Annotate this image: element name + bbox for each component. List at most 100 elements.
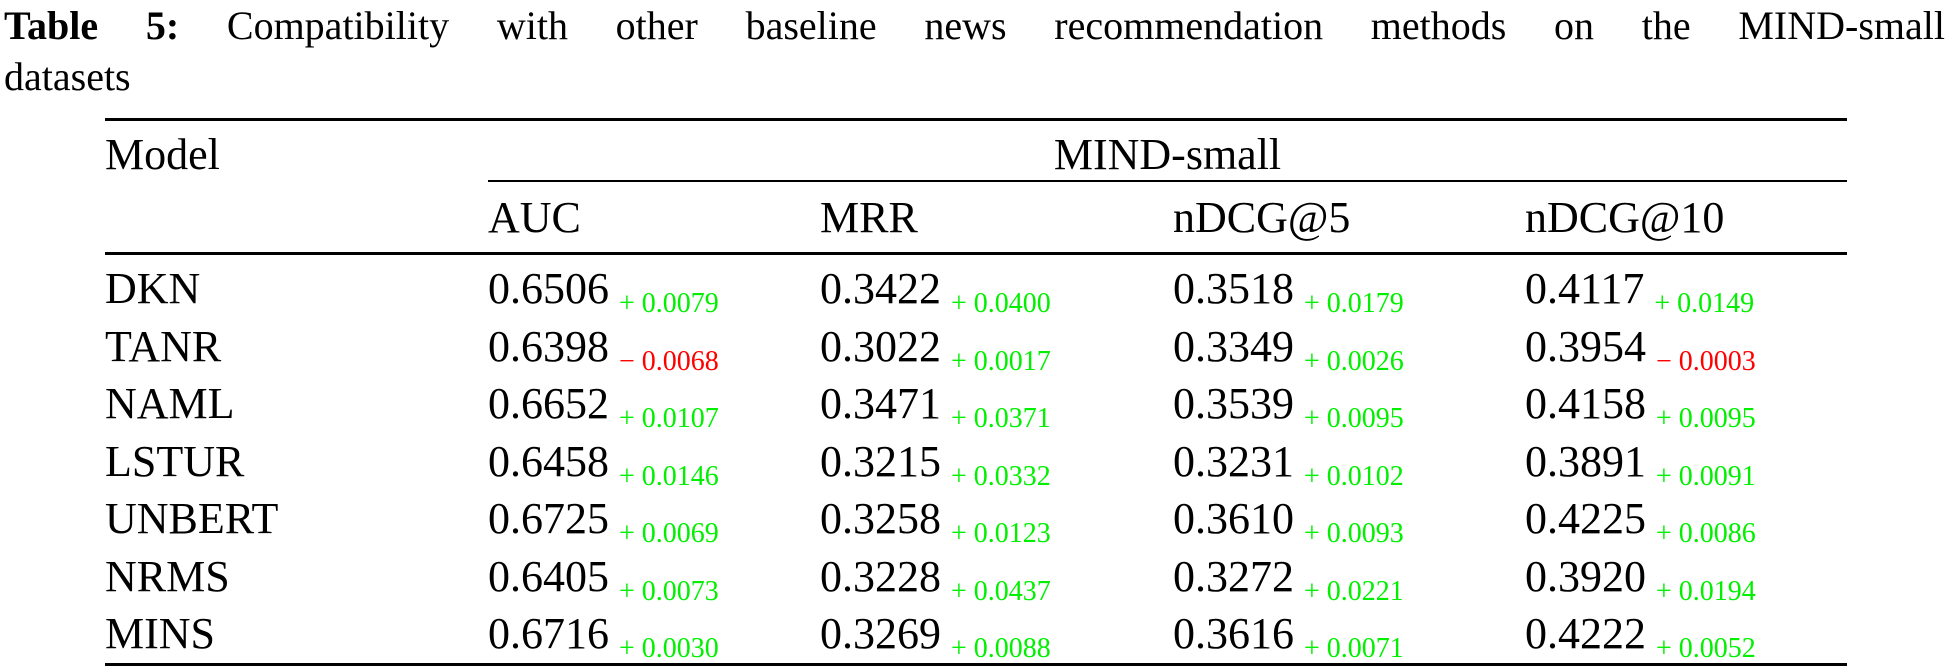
metric-delta-positive: + 0.0179 <box>1304 288 1404 320</box>
metric-cell: 0.3258 + 0.0123 <box>820 490 1173 550</box>
table-row: LSTUR 0.6458 + 0.0146 0.3215 + 0.0332 0.3231 +… <box>105 433 1847 492</box>
metric-cell: 0.3215 + 0.0332 <box>820 433 1173 492</box>
metric-value: 0.3518 <box>1173 264 1294 314</box>
metric-delta-positive: + 0.0400 <box>951 288 1051 320</box>
table-row: DKN 0.6506 + 0.0079 0.3422 + 0.0400 0.3518 + 0… <box>105 254 1847 320</box>
metric-delta-positive: + 0.0086 <box>1656 518 1756 550</box>
model-name: TANR <box>105 321 222 371</box>
metric-value: 0.6398 <box>488 321 609 371</box>
metric-value: 0.3920 <box>1525 551 1646 601</box>
column-header-mrr: MRR <box>820 181 1173 255</box>
metric-cell: 0.3891 + 0.0091 <box>1525 433 1847 492</box>
metric-value: 0.4117 <box>1525 264 1645 314</box>
metric-value: 0.3349 <box>1173 321 1294 371</box>
column-header-model: Model <box>105 119 488 255</box>
metric-cell: 0.3610 + 0.0093 <box>1173 490 1525 550</box>
metric-value: 0.6725 <box>488 494 609 544</box>
table-body: DKN 0.6506 + 0.0079 0.3422 + 0.0400 0.3518 + 0… <box>105 254 1847 664</box>
metric-value: 0.3610 <box>1173 494 1294 544</box>
metric-delta-positive: + 0.0221 <box>1304 575 1404 607</box>
table-header: Model MIND-small AUC MRR nDCG@5 nDCG@10 <box>105 119 1847 255</box>
metric-cell: 0.6716 + 0.0030 <box>488 605 820 664</box>
metric-cell: 0.6506 + 0.0079 <box>488 254 820 320</box>
metric-cell: 0.3471 + 0.0371 <box>820 375 1173 435</box>
caption-label: Table 5: <box>4 3 180 48</box>
metric-delta-positive: + 0.0095 <box>1304 403 1404 435</box>
metric-value: 0.3231 <box>1173 436 1294 486</box>
metric-value: 0.3022 <box>820 321 941 371</box>
metric-cell: 0.3349 + 0.0026 <box>1173 318 1525 377</box>
metric-value: 0.3471 <box>820 379 941 429</box>
metric-delta-positive: + 0.0095 <box>1656 403 1756 435</box>
metric-cell: 0.4222 + 0.0052 <box>1525 605 1847 664</box>
metric-cell: 0.4158 + 0.0095 <box>1525 375 1847 435</box>
model-name: MINS <box>105 609 216 659</box>
metric-cell: 0.6405 + 0.0073 <box>488 548 820 607</box>
metric-cell: 0.6398 − 0.0068 <box>488 318 820 377</box>
results-table: Model MIND-small AUC MRR nDCG@5 nDCG@10 … <box>105 118 1847 666</box>
metric-delta-positive: + 0.0146 <box>619 460 719 492</box>
metric-cell: 0.3539 + 0.0095 <box>1173 375 1525 435</box>
metric-delta-positive: + 0.0371 <box>951 403 1051 435</box>
metric-value: 0.3228 <box>820 551 941 601</box>
metric-value: 0.3269 <box>820 609 941 659</box>
metric-delta-positive: + 0.0149 <box>1654 288 1755 320</box>
group-header-row: Model MIND-small <box>105 119 1847 255</box>
metric-cell: 0.3022 + 0.0017 <box>820 318 1173 377</box>
metric-delta-positive: + 0.0088 <box>951 633 1051 665</box>
metric-value: 0.4222 <box>1525 609 1646 659</box>
metric-value: 0.6506 <box>488 264 609 314</box>
metric-delta-positive: + 0.0073 <box>619 575 719 607</box>
metric-cell: 0.3616 + 0.0071 <box>1173 605 1525 664</box>
metric-cell: 0.3518 + 0.0179 <box>1173 254 1525 320</box>
metric-value: 0.6652 <box>488 379 609 429</box>
caption-text: Compatibility with other baseline news r… <box>226 3 1945 48</box>
model-name: NAML <box>105 379 235 429</box>
table-row: TANR 0.6398 − 0.0068 0.3022 + 0.0017 0.3349 + … <box>105 318 1847 377</box>
metric-header-row: AUC MRR nDCG@5 nDCG@10 <box>105 181 1847 255</box>
metric-cell: 0.4117 + 0.0149 <box>1525 254 1847 320</box>
metric-delta-positive: + 0.0030 <box>619 633 719 665</box>
metric-value: 0.3616 <box>1173 609 1294 659</box>
metric-value: 0.4225 <box>1525 494 1646 544</box>
caption-line1: Table 5: Compatibility with other baseli… <box>4 0 1945 51</box>
column-header-auc: AUC <box>488 181 820 255</box>
model-name: NRMS <box>105 551 230 601</box>
metric-cell: 0.3228 + 0.0437 <box>820 548 1173 607</box>
metric-delta-positive: + 0.0332 <box>951 460 1051 492</box>
metric-delta-positive: + 0.0093 <box>1304 518 1404 550</box>
metric-delta-positive: + 0.0052 <box>1656 633 1756 665</box>
table-row: NAML 0.6652 + 0.0107 0.3471 + 0.0371 0.3539 + … <box>105 375 1847 435</box>
metric-delta-negative: − 0.0068 <box>619 345 719 377</box>
metric-cell: 0.3272 + 0.0221 <box>1173 548 1525 607</box>
column-header-ndcg5: nDCG@5 <box>1173 181 1525 255</box>
metric-delta-positive: + 0.0107 <box>619 403 719 435</box>
metric-value: 0.3215 <box>820 436 941 486</box>
table-row: UNBERT 0.6725 + 0.0069 0.3258 + 0.0123 0.3610… <box>105 490 1847 550</box>
table-row: MINS 0.6716 + 0.0030 0.3269 + 0.0088 0.3616 + … <box>105 605 1847 664</box>
metric-delta-positive: + 0.0091 <box>1656 460 1756 492</box>
metric-delta-positive: + 0.0069 <box>619 518 719 550</box>
metric-value: 0.6458 <box>488 436 609 486</box>
metric-delta-positive: + 0.0026 <box>1304 345 1404 377</box>
metric-cell: 0.3422 + 0.0400 <box>820 254 1173 320</box>
metric-cell: 0.4225 + 0.0086 <box>1525 490 1847 550</box>
metric-value: 0.4158 <box>1525 379 1646 429</box>
metric-value: 0.3422 <box>820 264 941 314</box>
metric-delta-negative: − 0.0003 <box>1656 345 1756 377</box>
metric-value: 0.3258 <box>820 494 941 544</box>
metric-delta-positive: + 0.0017 <box>951 345 1051 377</box>
model-name: LSTUR <box>105 436 245 486</box>
metric-value: 0.3539 <box>1173 379 1294 429</box>
metric-value: 0.6716 <box>488 609 609 659</box>
metric-delta-positive: + 0.0071 <box>1304 633 1404 665</box>
metric-delta-positive: + 0.0123 <box>951 518 1051 550</box>
column-header-ndcg10: nDCG@10 <box>1525 181 1847 255</box>
metric-cell: 0.3920 + 0.0194 <box>1525 548 1847 607</box>
metric-delta-positive: + 0.0079 <box>619 288 719 320</box>
metric-value: 0.6405 <box>488 551 609 601</box>
metric-delta-positive: + 0.0437 <box>951 575 1051 607</box>
metric-value: 0.3891 <box>1525 436 1646 486</box>
metric-cell: 0.6652 + 0.0107 <box>488 375 820 435</box>
